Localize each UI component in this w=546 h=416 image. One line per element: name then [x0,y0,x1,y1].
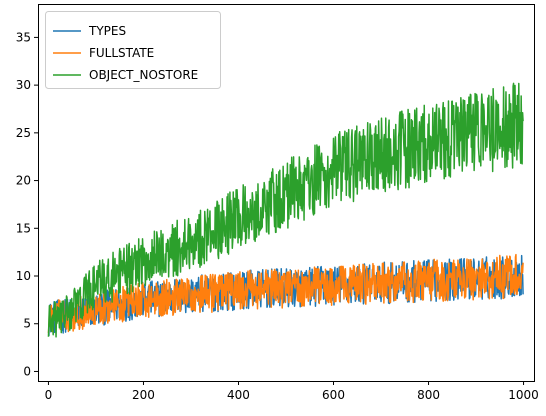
y-tick-label: 15 [16,221,31,235]
legend-label: TYPES [88,24,126,38]
x-tick-label: 200 [132,388,155,402]
legend-label: OBJECT_NOSTORE [89,68,198,82]
x-tick-label: 1000 [508,388,539,402]
x-tick-label: 800 [417,388,440,402]
y-tick-label: 25 [16,126,31,140]
x-tick-label: 400 [227,388,250,402]
y-tick-label: 0 [23,364,31,378]
legend-label: FULLSTATE [89,46,154,60]
y-tick-label: 20 [16,174,31,188]
y-tick-label: 10 [16,269,31,283]
y-tick-label: 30 [16,78,31,92]
x-tick-label: 600 [322,388,345,402]
x-tick-label: 0 [45,388,53,402]
y-tick-label: 35 [16,30,31,44]
y-tick-label: 5 [23,317,31,331]
legend: TYPES FULLSTATE OBJECT_NOSTORE [46,12,221,89]
